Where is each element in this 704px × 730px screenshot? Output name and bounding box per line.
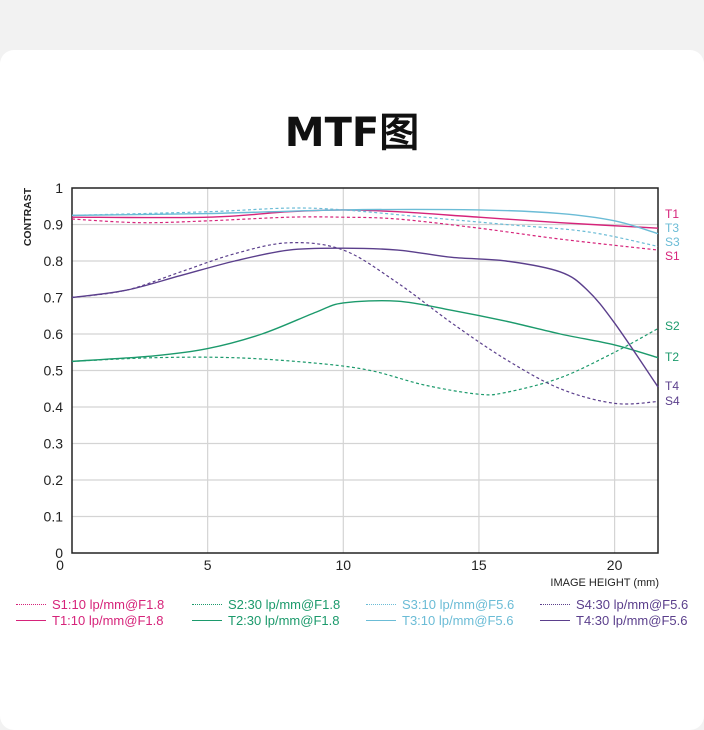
x-axis-label: IMAGE HEIGHT (mm) <box>550 577 659 589</box>
legend-item-t4: T4:30 lp/mm@F5.6 <box>540 613 704 628</box>
series-end-label-s4: S4 <box>665 394 680 408</box>
legend-label: S2:30 lp/mm@F1.8 <box>228 597 341 612</box>
y-tick-label: 0.8 <box>44 253 64 269</box>
legend-item-t2: T2:30 lp/mm@F1.8 <box>192 613 366 628</box>
legend-swatch <box>540 604 570 605</box>
legend-swatch <box>540 620 570 621</box>
legend-label: T4:30 lp/mm@F5.6 <box>576 613 688 628</box>
legend-label: T2:30 lp/mm@F1.8 <box>228 613 340 628</box>
y-tick-label: 0.6 <box>44 326 64 342</box>
x-tick-label: 10 <box>336 557 352 573</box>
series-line-t2 <box>71 299 659 363</box>
series-line-t1 <box>71 209 659 229</box>
legend-item-s1: S1:10 lp/mm@F1.8 <box>16 597 192 612</box>
y-tick-label: 1 <box>55 180 63 196</box>
legend-swatch <box>366 604 396 605</box>
y-tick-label: 0 <box>55 545 63 561</box>
series-line-s4 <box>71 242 659 405</box>
x-tick-label: 15 <box>471 557 487 573</box>
legend-item-s2: S2:30 lp/mm@F1.8 <box>192 597 366 612</box>
legend-swatch <box>16 604 46 605</box>
y-tick-label: 0.1 <box>44 509 64 525</box>
x-tick-label: 0 <box>56 557 64 573</box>
chart-card <box>0 50 704 730</box>
x-tick-label: 20 <box>607 557 623 573</box>
y-tick-label: 0.2 <box>44 472 64 488</box>
y-axis-label: CONTRAST <box>22 187 34 246</box>
y-tick-label: 0.3 <box>44 436 64 452</box>
series-end-label-t2: T2 <box>665 350 679 364</box>
legend-item-s4: S4:30 lp/mm@F5.6 <box>540 597 704 612</box>
legend-label: S4:30 lp/mm@F5.6 <box>576 597 689 612</box>
series-end-label-t1: T1 <box>665 207 679 221</box>
series-line-s3 <box>71 207 659 247</box>
x-tick-label: 5 <box>204 557 212 573</box>
legend-label: T1:10 lp/mm@F1.8 <box>52 613 164 628</box>
legend-swatch <box>16 620 46 621</box>
y-tick-label: 0.9 <box>44 217 64 233</box>
y-tick-label: 0.7 <box>44 290 64 306</box>
series-end-label-s2: S2 <box>665 319 680 333</box>
series-end-label-t4: T4 <box>665 379 679 393</box>
y-tick-label: 0.4 <box>44 399 64 415</box>
legend-swatch <box>192 604 222 605</box>
series-line-t4 <box>71 247 659 388</box>
series-end-label-t3: T3 <box>665 221 679 235</box>
series-end-label-s3: S3 <box>665 235 680 249</box>
legend: S1:10 lp/mm@F1.8 S2:30 lp/mm@F1.8 S3:10 lp… <box>16 597 704 628</box>
series-end-label-s1: S1 <box>665 249 680 263</box>
series-line-s2 <box>71 327 659 396</box>
legend-item-s3: S3:10 lp/mm@F5.6 <box>366 597 540 612</box>
mtf-chart: 00.10.20.30.40.50.60.70.80.910 5 10 15 20IMA… <box>22 180 680 589</box>
plot-frame <box>71 187 659 554</box>
legend-item-t3: T3:10 lp/mm@F5.6 <box>366 613 540 628</box>
y-tick-label: 0.5 <box>44 363 64 379</box>
chart-title: MTF图 <box>284 110 420 156</box>
legend-item-t1: T1:10 lp/mm@F1.8 <box>16 613 192 628</box>
legend-swatch <box>192 620 222 621</box>
legend-label: S1:10 lp/mm@F1.8 <box>52 597 165 612</box>
legend-label: S3:10 lp/mm@F5.6 <box>402 597 515 612</box>
series-line-t3 <box>71 208 659 235</box>
series-line-s1 <box>71 216 659 251</box>
legend-label: T3:10 lp/mm@F5.6 <box>402 613 514 628</box>
legend-swatch <box>366 620 396 621</box>
